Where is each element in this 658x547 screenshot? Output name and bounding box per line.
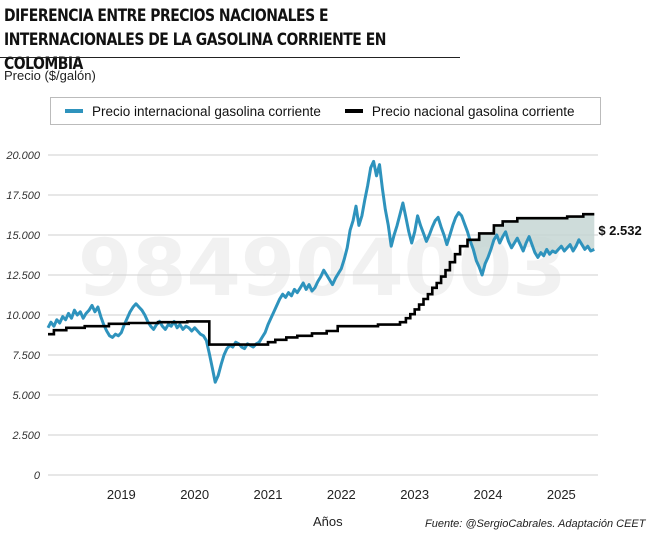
- y-axis-ticks: 0 2.500 5.000 7.500 10.000 12.500 15.000 17.500…: [5, 150, 41, 482]
- y-tick-label: 15.000: [6, 230, 41, 242]
- chart-title-line-1: DIFERENCIA ENTRE PRECIOS NACIONALES E: [4, 6, 329, 26]
- legend-label-national: Precio nacional gasolina corriente: [371, 103, 575, 119]
- price-gap-annotation: $ 2.532: [598, 223, 641, 238]
- price-gap-area: [467, 214, 595, 275]
- chart-legend: Precio internacional gasolina corriente …: [50, 97, 601, 125]
- x-tick-label: 2022: [327, 487, 356, 502]
- legend-item-national: Precio nacional gasolina corriente: [344, 103, 575, 119]
- title-underline: [0, 57, 460, 58]
- y-tick-label: 17.500: [6, 190, 41, 202]
- x-tick-label: 2019: [107, 487, 136, 502]
- legend-item-international: Precio internacional gasolina corriente: [65, 104, 321, 119]
- legend-swatch-national: [344, 109, 363, 113]
- y-tick-label: 12.500: [6, 270, 41, 282]
- chart-title-line-2: INTERNACIONALES DE LA GASOLINA CORRIENTE…: [4, 30, 386, 74]
- grid-lines: [48, 154, 598, 476]
- y-axis-label: Precio ($/galón): [4, 68, 96, 83]
- x-tick-label: 2024: [474, 487, 503, 502]
- chart-title: DIFERENCIA ENTRE PRECIOS NACIONALES E IN…: [4, 4, 389, 76]
- y-tick-label: 7.500: [12, 350, 40, 362]
- source-note: Fuente: @SergioCabrales. Adaptación CEET: [425, 518, 646, 530]
- y-tick-label: 5.000: [12, 390, 40, 402]
- x-tick-label: 2023: [400, 487, 429, 502]
- y-tick-label: 10.000: [6, 310, 41, 322]
- y-tick-label: 0: [34, 470, 41, 482]
- legend-label-international: Precio internacional gasolina corriente: [92, 103, 321, 119]
- legend-swatch-international: [65, 109, 83, 113]
- y-tick-label: 2.500: [11, 430, 40, 442]
- series-line-international: [46, 159, 595, 384]
- x-tick-label: 2021: [254, 487, 283, 502]
- y-tick-label: 20.000: [5, 150, 41, 162]
- x-axis-label: Años: [313, 514, 343, 529]
- x-axis-ticks: 2019 2020 2021 2022 2023 2024 2025: [107, 487, 576, 502]
- series-line-national: [48, 212, 595, 346]
- x-tick-label: 2020: [180, 487, 209, 502]
- x-tick-label: 2025: [547, 487, 576, 502]
